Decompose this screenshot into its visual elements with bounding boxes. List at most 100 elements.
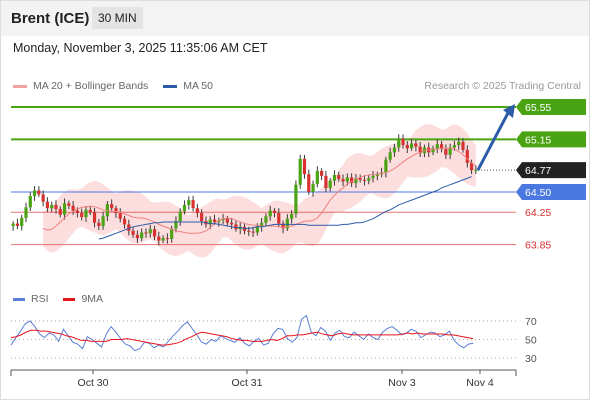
candle (88, 205, 92, 216)
legend-item-rsi: RSI (13, 293, 49, 305)
interval-selector[interactable]: 30 MIN (92, 7, 143, 29)
candle-body (375, 174, 379, 176)
candle (41, 190, 45, 207)
candle-body (320, 170, 324, 176)
level-tag-65.55 (516, 99, 586, 115)
candle (264, 213, 268, 226)
legend-item-ma20: MA 20 + Bollinger Bands (13, 80, 148, 92)
candle-body (307, 174, 311, 192)
candle (144, 228, 148, 238)
legend-item-9ma: 9MA (63, 293, 103, 305)
level-label-64.25: 64.25 (525, 207, 551, 219)
price-legend: MA 20 + Bollinger Bands MA 50 (13, 80, 225, 92)
candle-body (392, 147, 397, 153)
candle-body (50, 204, 54, 209)
candle (405, 141, 409, 154)
candle-body (110, 204, 114, 209)
candle (92, 207, 97, 228)
candle-body (414, 143, 418, 147)
legend-item-ma50: MA 50 (163, 80, 213, 92)
candle-body (191, 200, 195, 209)
candle (272, 208, 277, 218)
candle-body (157, 236, 161, 241)
candle (367, 175, 371, 185)
candle-body (397, 138, 401, 148)
candle-body (431, 148, 435, 153)
candle (328, 177, 332, 192)
candle (217, 217, 221, 227)
candle (97, 219, 101, 230)
candle (195, 203, 199, 218)
header-bar: Brent (ICE) 30 MIN (0, 0, 590, 36)
candle-body (465, 149, 469, 163)
candle (414, 140, 418, 152)
candle (110, 199, 114, 211)
candle-body (264, 216, 268, 223)
candle (15, 218, 20, 230)
candle-body (290, 213, 294, 219)
candle (371, 170, 375, 183)
candle-body (114, 208, 118, 214)
candle-body (208, 219, 212, 225)
candle-body (32, 190, 37, 197)
candle (45, 197, 50, 212)
candle (182, 200, 187, 215)
level-label-63.85: 63.85 (525, 240, 551, 252)
candle-body (174, 221, 178, 229)
candle (37, 186, 41, 197)
candle-body (75, 210, 80, 214)
candle (118, 208, 122, 223)
candle-body (281, 223, 285, 229)
candle-body (20, 217, 24, 226)
candle-body (45, 201, 50, 209)
candle (375, 171, 379, 181)
candle (24, 202, 28, 223)
candle-body (54, 204, 58, 209)
legend-swatch (163, 84, 178, 88)
level-tag-65.15 (516, 131, 586, 148)
candle-body (217, 220, 221, 222)
candle (187, 196, 191, 210)
candle-body (195, 208, 199, 214)
candle (161, 235, 165, 244)
candle-body (170, 228, 174, 239)
candle (324, 170, 328, 193)
candle-body (131, 230, 135, 235)
candle-body (367, 178, 371, 181)
candle-body (28, 196, 32, 208)
candle (354, 173, 358, 188)
candle-body (350, 177, 354, 184)
candle-body (345, 177, 349, 182)
candle (362, 175, 367, 186)
candle (28, 192, 32, 211)
rsi-tick-70: 70 (525, 316, 537, 328)
candle-body (354, 178, 358, 184)
candle (439, 140, 444, 153)
x-tick-label: Nov 3 (388, 377, 416, 389)
candle (54, 200, 58, 214)
candle-body (268, 210, 272, 217)
candle-body (152, 229, 157, 237)
instrument-title: Brent (ICE) (11, 10, 90, 27)
candle (337, 171, 341, 182)
candle (140, 228, 144, 242)
rsi-ma9-line (10, 329, 474, 346)
candle-body (37, 190, 41, 195)
candle-body (11, 223, 15, 226)
candle-body (225, 218, 229, 223)
candle (341, 174, 345, 187)
candle (50, 201, 54, 213)
candle-body (371, 175, 375, 179)
candle-body (62, 203, 67, 215)
candle-body (92, 212, 97, 223)
candle-body (328, 180, 332, 188)
candle (281, 220, 285, 234)
candle (251, 227, 255, 237)
ma50-line (98, 176, 472, 240)
candle-body (341, 179, 345, 182)
candle-body (221, 218, 225, 221)
candle-body (448, 147, 452, 155)
candle-body (418, 146, 422, 154)
candle-body (388, 152, 392, 160)
